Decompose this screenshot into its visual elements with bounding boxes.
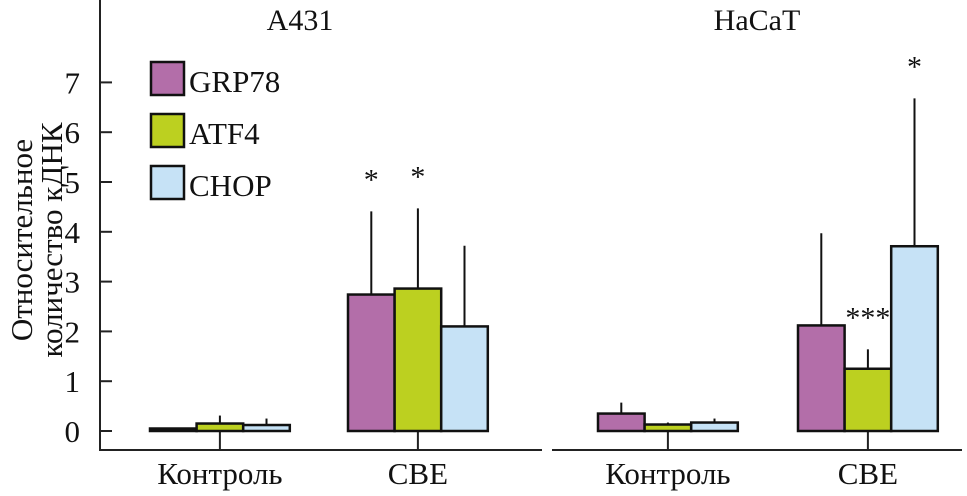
significance-marker: * (364, 163, 379, 196)
y-tick-label: 0 (65, 414, 81, 449)
legend-swatch (149, 60, 186, 97)
significance-marker: *** (845, 301, 890, 334)
y-tick-label: 5 (65, 165, 81, 200)
y-axis-label-line1: Относительное (4, 139, 39, 341)
legend-label: GRP78 (189, 64, 280, 99)
bar-chop (439, 325, 490, 433)
bar-grp78 (796, 324, 846, 433)
bar-atf4 (843, 367, 893, 433)
legend-swatch (149, 112, 186, 149)
bar-grp78 (148, 427, 198, 433)
x-tick-label: CBE (838, 456, 898, 491)
legend-swatch (149, 164, 186, 201)
bar-atf4 (393, 287, 443, 433)
panel-title: HaCaT (714, 4, 801, 37)
y-tick-label: 7 (65, 65, 81, 100)
y-axis-label-line2: количество кДНК (34, 122, 69, 357)
y-axis-label: Относительное количество кДНК (4, 122, 69, 357)
bar-atf4 (643, 423, 693, 433)
significance-marker: * (907, 50, 922, 83)
y-tick-label: 6 (65, 115, 81, 150)
y-tick-label: 3 (65, 265, 81, 300)
y-tick-label: 4 (65, 215, 81, 250)
y-tick-label: 2 (65, 314, 81, 349)
bar-atf4 (195, 422, 245, 433)
x-tick-label: Контроль (157, 456, 282, 491)
bar-chop (689, 421, 740, 433)
bar-chop (889, 244, 940, 433)
panel-title: A431 (267, 4, 334, 37)
x-tick-label: Контроль (605, 456, 730, 491)
significance-marker: * (410, 160, 425, 193)
bar-grp78 (346, 293, 396, 433)
y-tick-label: 1 (65, 364, 81, 399)
legend-label: ATF4 (189, 116, 260, 151)
legend-label: CHOP (189, 168, 272, 203)
bar-chop (241, 423, 292, 433)
x-tick-label: CBE (388, 456, 448, 491)
bar-grp78 (596, 412, 646, 433)
